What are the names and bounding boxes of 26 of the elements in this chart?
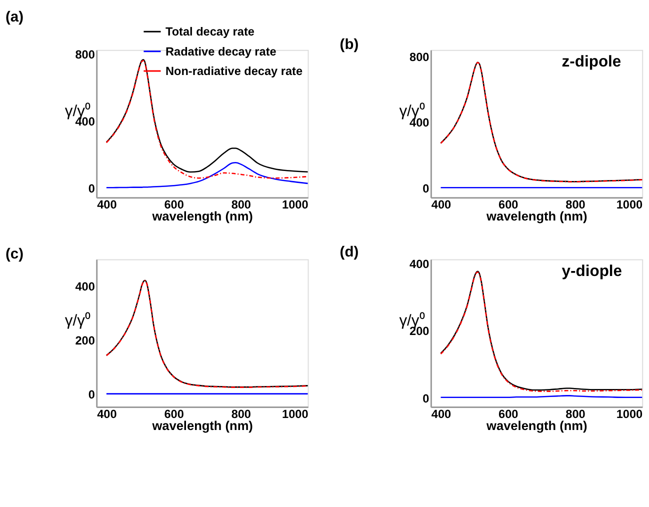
y-tick-label: 200 — [75, 333, 96, 348]
x-tick-label: 400 — [97, 198, 118, 212]
chart-title: (c) — [5, 246, 24, 262]
chart-title: (d) — [340, 244, 359, 260]
legend-label: Total decay rate — [165, 24, 255, 39]
annotation: z-dipole — [562, 54, 622, 71]
x-tick-label: 1000 — [616, 407, 644, 422]
y-tick-label: 0 — [88, 182, 96, 196]
y-tick-label: 400 — [410, 256, 430, 271]
y-tick-label: 800 — [410, 50, 430, 64]
annotation: y-diople — [562, 263, 622, 280]
y-tick-label: 0 — [422, 181, 430, 196]
line-series — [106, 162, 308, 188]
y-tick-label: 400 — [75, 279, 96, 294]
chart-title: (b) — [340, 36, 359, 53]
x-tick-label: 400 — [97, 407, 118, 422]
x-tick-label: 1000 — [616, 198, 644, 212]
x-tick-label: 1000 — [282, 198, 309, 212]
y-tick-label: 0 — [88, 388, 96, 402]
legend-label: Non-radiative decay rate — [165, 64, 303, 78]
legend-label: Radative decay rate — [165, 44, 277, 58]
y-axis-title: γ/γ⁰ — [64, 312, 91, 330]
x-tick-label: 1000 — [282, 407, 309, 422]
y-tick-label: 0 — [422, 391, 430, 406]
y-tick-label: 800 — [75, 47, 96, 62]
chart-title: (a) — [5, 9, 24, 26]
